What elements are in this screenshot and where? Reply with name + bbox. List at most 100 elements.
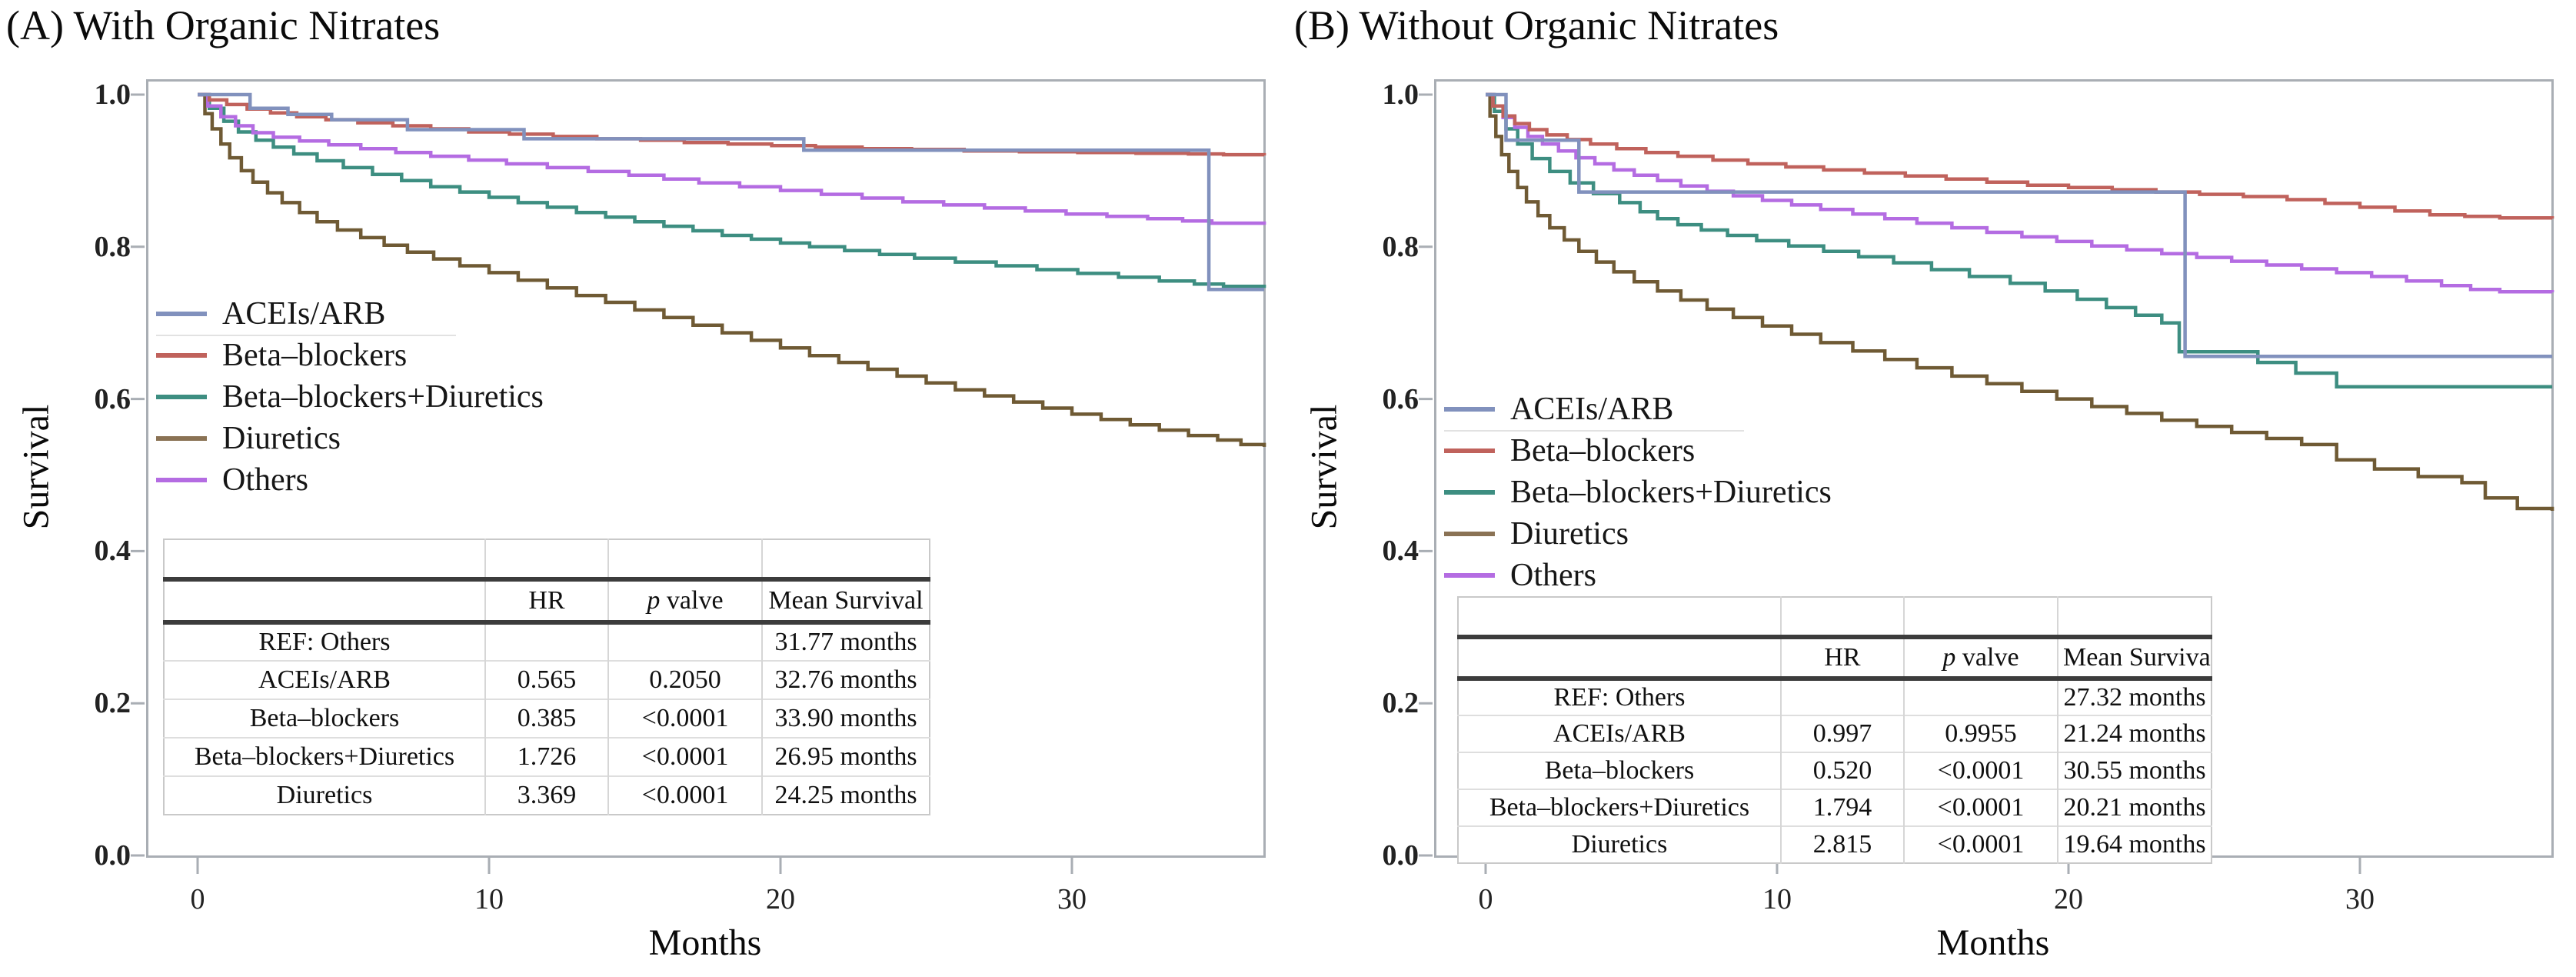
table-row: REF: Others 27.32 months: [1458, 678, 2212, 715]
survival-curve-beta-blockers-diuretics: [1486, 92, 2553, 389]
table-row: Beta–blockers+Diuretics 1.794 <0.0001 20…: [1458, 789, 2212, 826]
cell-group: Diuretics: [164, 775, 485, 815]
cell-mean-survival: 26.95 months: [761, 737, 930, 776]
legend-item-label: Others: [1510, 558, 1596, 593]
cell-group: REF: Others: [164, 622, 485, 661]
cell-group: Beta–blockers+Diuretics: [1458, 789, 1781, 826]
panel-b-title: (B) Without Organic Nitrates: [1294, 2, 1779, 48]
table-header-row: HR p valve Mean Survival: [1458, 635, 2212, 681]
legend-item: Others: [156, 461, 308, 499]
cell-hr: 1.794: [1780, 789, 1904, 826]
survival-curve-beta-blockers-diuretics: [198, 92, 1266, 288]
legend-line-swatch: [156, 436, 207, 441]
cell-mean-survival: 31.77 months: [761, 622, 930, 661]
cell-mean-survival: 33.90 months: [761, 699, 930, 738]
legend-line-swatch: [1444, 573, 1495, 578]
cell-hr: 0.565: [484, 660, 608, 699]
legend-line-swatch: [1444, 407, 1495, 412]
cell-hr: 0.520: [1780, 752, 1904, 789]
cell-mean-survival: 24.25 months: [761, 775, 930, 815]
y-tick-label: 1.0: [1382, 78, 1419, 111]
y-tick-label: 0.8: [1382, 230, 1419, 263]
x-tick-label: 10: [474, 883, 504, 915]
cell-mean-survival: 27.32 months: [2057, 678, 2212, 715]
header-hr: HR: [484, 577, 608, 625]
cell-hr: 0.997: [1780, 715, 1904, 752]
legend-item: Beta–blockers: [156, 336, 407, 375]
cell-hr: 2.815: [1780, 825, 1904, 863]
legend-item: Diuretics: [1444, 515, 1629, 553]
x-tick-label: 0: [190, 883, 205, 915]
survival-curve-others: [198, 92, 1266, 225]
y-tick-label: 0.2: [94, 687, 131, 720]
cell-hr: [1780, 678, 1904, 715]
header-mean-survival: Mean Survival: [761, 577, 930, 625]
legend-item: ACEIs/ARB: [156, 295, 385, 333]
table-header-row: HR p valve Mean Survival: [164, 577, 930, 625]
legend-line-swatch: [156, 478, 207, 482]
cell-group: Beta–blockers+Diuretics: [164, 737, 485, 776]
legend-divider: [1444, 430, 1744, 432]
legend-item-label: ACEIs/ARB: [222, 296, 386, 332]
cell-p-value: 0.9955: [1903, 715, 2058, 752]
table-row: REF: Others 31.77 months: [164, 622, 930, 661]
header-mean-survival: Mean Survival: [2057, 635, 2212, 681]
legend-line-swatch: [156, 353, 207, 358]
cell-p-value: <0.0001: [607, 775, 762, 815]
survival-curve-aceis-arb: [198, 92, 1265, 292]
legend-item-label: Beta–blockers+Diuretics: [222, 379, 544, 415]
cell-group: REF: Others: [1458, 678, 1781, 715]
survival-curve-others: [1486, 92, 2554, 294]
cell-group: ACEIs/ARB: [1458, 715, 1781, 752]
panel-a: (A) With Organic Nitrates Survival ACEIs…: [6, 2, 1266, 963]
cell-mean-survival: 20.21 months: [2057, 789, 2212, 826]
y-tick-label: 0.4: [1382, 535, 1419, 568]
legend-line-swatch: [1444, 490, 1495, 495]
x-tick-label: 30: [1057, 883, 1087, 915]
table-row: Diuretics 3.369 <0.0001 24.25 months: [164, 775, 930, 815]
survival-curve-beta-blockers: [1486, 92, 2554, 220]
y-tick-label: 0.4: [94, 535, 131, 568]
plot-frame: [146, 79, 1266, 858]
legend-item: Beta–blockers+Diuretics: [156, 378, 544, 416]
cell-hr: 0.385: [484, 699, 608, 738]
legend-item-label: Diuretics: [1510, 516, 1629, 552]
cell-hr: [484, 622, 608, 661]
legend-item-label: Beta–blockers: [1510, 433, 1696, 468]
survival-curve-diuretics: [1486, 92, 2554, 511]
cell-hr: 3.369: [484, 775, 608, 815]
survival-curves-plot: [131, 92, 1266, 874]
y-tick-label: 0.6: [94, 382, 131, 415]
cell-p-value: 0.2050: [607, 660, 762, 699]
x-tick-label: 20: [2054, 883, 2083, 915]
x-tick-label: 30: [2345, 883, 2375, 915]
legend-line-swatch: [156, 395, 207, 399]
y-tick-label: 0.8: [94, 230, 131, 263]
y-tick-label: 1.0: [94, 78, 131, 111]
header-hr: HR: [1780, 635, 1904, 681]
legend-item-label: Others: [222, 462, 308, 498]
hazard-ratio-table: HR p valve Mean Survival REF: Others 31.…: [163, 539, 930, 815]
table-row: ACEIs/ARB 0.565 0.2050 32.76 months: [164, 660, 930, 699]
table-row: Beta–blockers+Diuretics 1.726 <0.0001 26…: [164, 737, 930, 776]
cell-group: Diuretics: [1458, 825, 1781, 863]
survival-curve-aceis-arb: [1486, 92, 2553, 358]
y-tick-label: 0.2: [1382, 687, 1419, 720]
legend-item: Others: [1444, 556, 1596, 595]
cell-group: Beta–blockers: [1458, 752, 1781, 789]
header-blank: [1458, 635, 1781, 681]
x-tick-label: 10: [1762, 883, 1792, 915]
legend-item-label: ACEIs/ARB: [1510, 392, 1674, 427]
cell-p-value: [607, 622, 762, 661]
cell-p-value: [1903, 678, 2058, 715]
table-row: Beta–blockers 0.385 <0.0001 33.90 months: [164, 699, 930, 738]
x-axis-title: Months: [1936, 922, 2050, 963]
cell-p-value: <0.0001: [607, 737, 762, 776]
header-blank: [164, 577, 485, 625]
survival-curves-plot: [1419, 92, 2554, 874]
legend-item-label: Beta–blockers: [222, 338, 408, 373]
cell-p-value: <0.0001: [1903, 752, 2058, 789]
header-p-value: p valve: [607, 577, 762, 625]
cell-p-value: <0.0001: [1903, 825, 2058, 863]
